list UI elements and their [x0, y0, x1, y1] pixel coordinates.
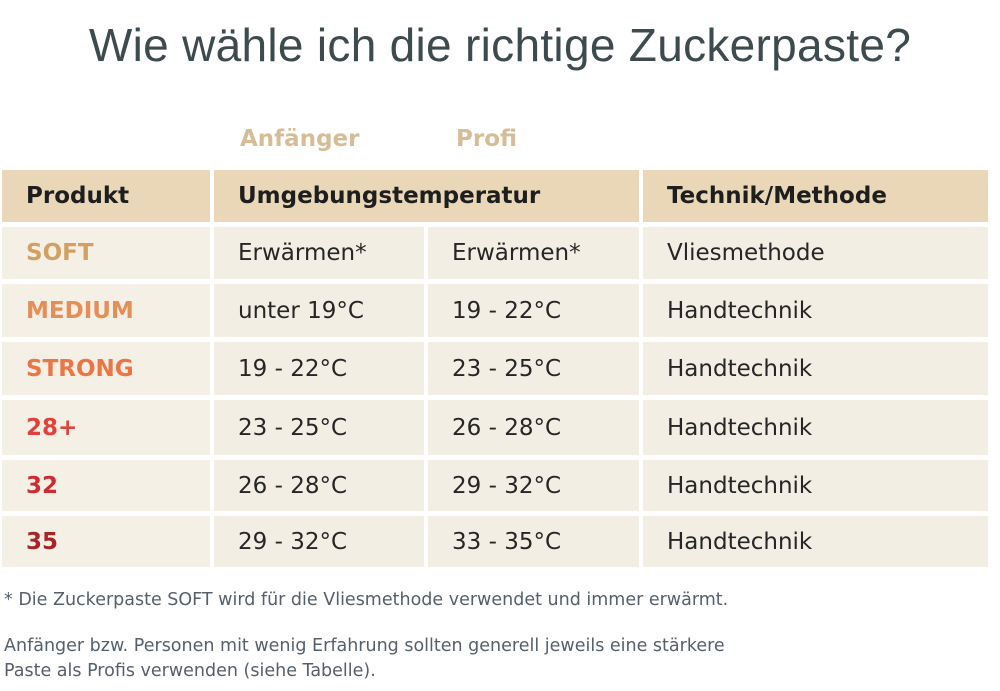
temp-beginner-cell: 26 - 28°C	[214, 460, 424, 511]
beginner-note-line2: Paste als Profis verwenden (siehe Tabell…	[4, 661, 376, 681]
level-label-beginner: Anfänger	[240, 126, 360, 152]
temp-pro-cell: Erwärmen*	[428, 227, 639, 279]
temp-beginner-cell: 19 - 22°C	[214, 342, 424, 395]
header-temperature: Umgebungstemperatur	[214, 170, 639, 222]
product-cell: 35	[2, 516, 210, 567]
temp-beginner-cell: unter 19°C	[214, 284, 424, 337]
temp-beginner-cell: Erwärmen*	[214, 227, 424, 279]
temp-pro-cell: 19 - 22°C	[428, 284, 639, 337]
technique-cell: Handtechnik	[643, 460, 988, 511]
product-cell: MEDIUM	[2, 284, 210, 337]
temp-pro-cell: 29 - 32°C	[428, 460, 639, 511]
technique-cell: Handtechnik	[643, 342, 988, 395]
product-cell: STRONG	[2, 342, 210, 395]
header-technique: Technik/Methode	[643, 170, 988, 222]
temp-beginner-cell: 23 - 25°C	[214, 400, 424, 455]
level-label-pro: Profi	[456, 126, 518, 152]
page-title: Wie wähle ich die richtige Zuckerpaste?	[88, 19, 912, 71]
product-cell: 32	[2, 460, 210, 511]
technique-cell: Handtechnik	[643, 400, 988, 455]
temp-pro-cell: 23 - 25°C	[428, 342, 639, 395]
technique-cell: Vliesmethode	[643, 227, 988, 279]
product-cell: SOFT	[2, 227, 210, 279]
asterisk-note: * Die Zuckerpaste SOFT wird für die Vlie…	[4, 590, 729, 610]
beginner-note-line1: Anfänger bzw. Personen mit wenig Erfahru…	[4, 636, 725, 656]
temp-beginner-cell: 29 - 32°C	[214, 516, 424, 567]
product-cell: 28+	[2, 400, 210, 455]
header-product: Produkt	[2, 170, 210, 222]
temp-pro-cell: 26 - 28°C	[428, 400, 639, 455]
technique-cell: Handtechnik	[643, 284, 988, 337]
temp-pro-cell: 33 - 35°C	[428, 516, 639, 567]
technique-cell: Handtechnik	[643, 516, 988, 567]
